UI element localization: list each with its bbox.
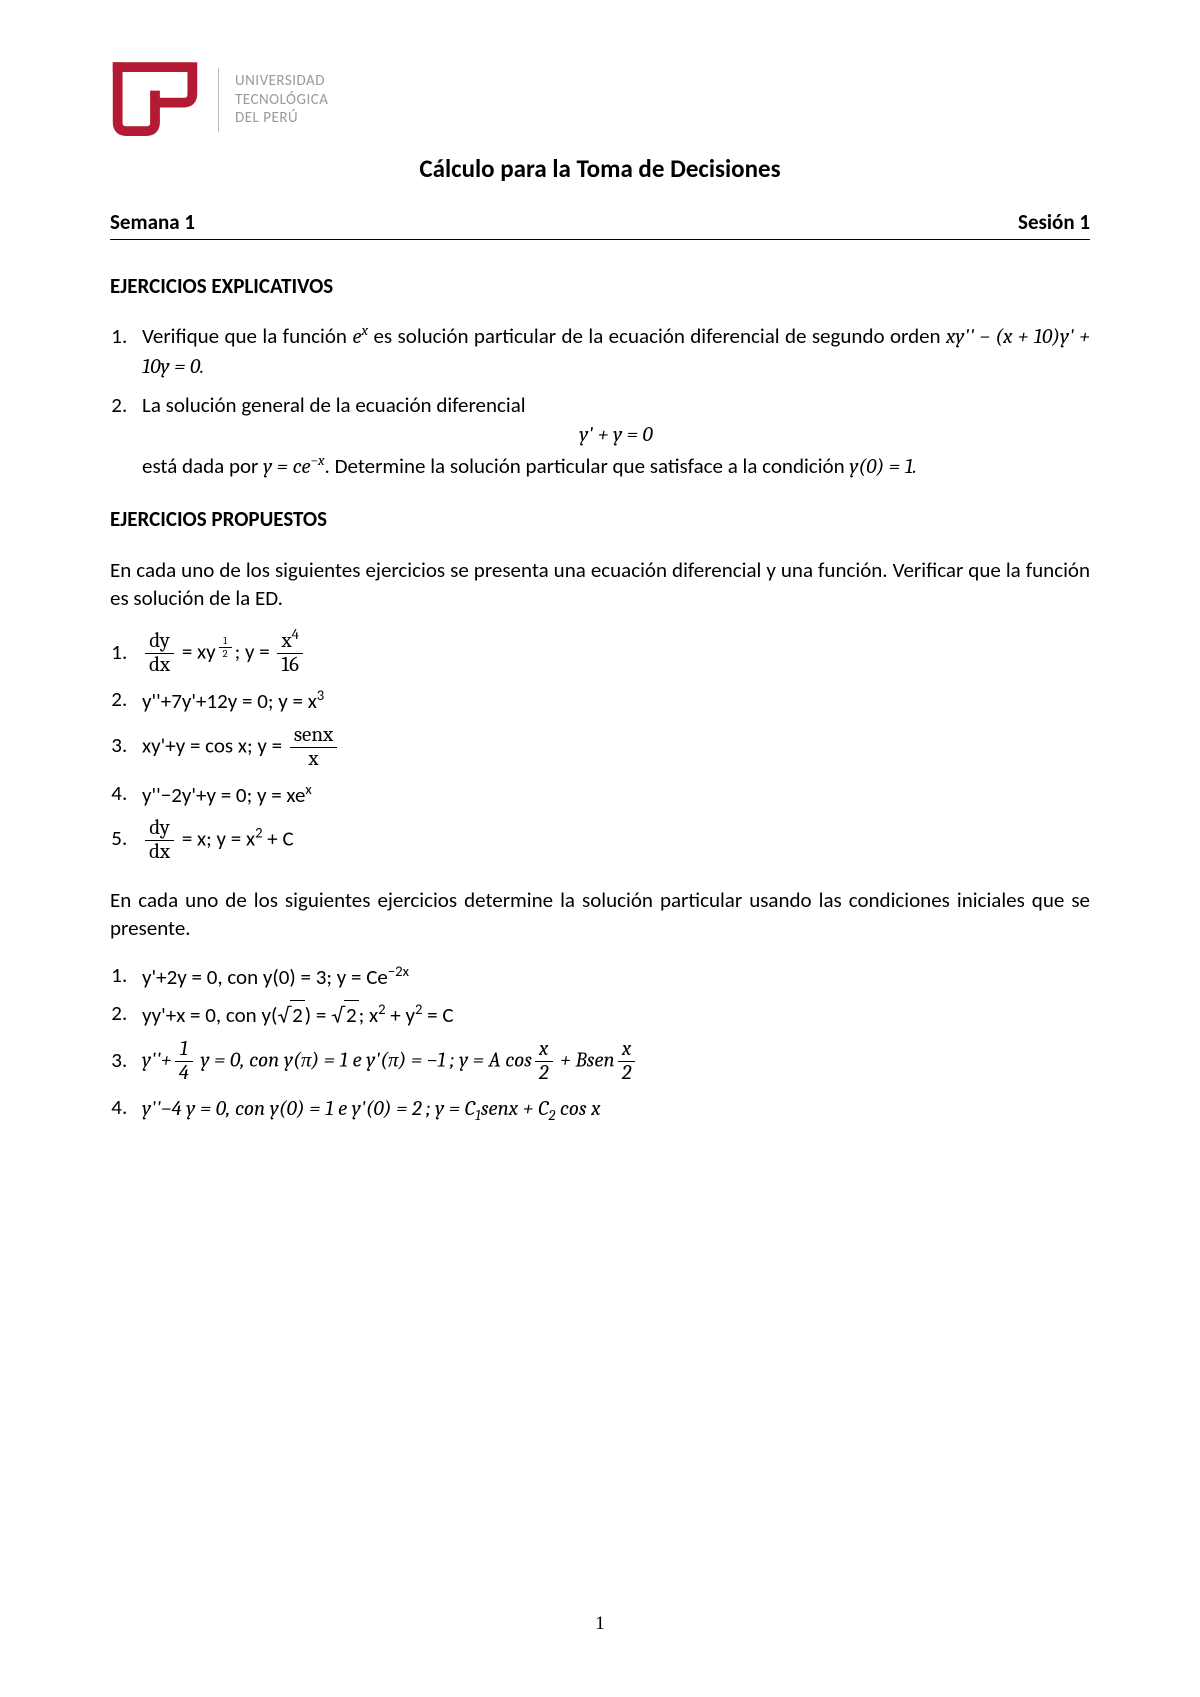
pb4-e: e: [338, 1097, 347, 1121]
pb2-r1: 2: [290, 1000, 305, 1029]
explicativos-list: Verifique que la función ex es solución …: [110, 322, 1090, 481]
university-line-2: TECNOLÓGICA: [235, 91, 328, 110]
propuestos-list-b: y'+2y = 0, con y(0) = 3; y = Ce−2x yy'+x…: [110, 961, 1090, 1124]
exp2-l2b: . Determine la solución particular que s…: [325, 453, 850, 479]
pb2-b: ) =: [305, 1002, 331, 1028]
pb4-con: con: [235, 1097, 265, 1121]
pb4-end: cos x: [555, 1097, 600, 1121]
pb3-c: y(π) = 1: [279, 1049, 352, 1073]
propB-3: y''+14 y = 0, con y(π) = 1 e y'(π) = −1 …: [132, 1038, 1090, 1085]
exp1-mid: es solución particular de la ecuación di…: [368, 323, 946, 349]
pa1-xne: 4: [292, 626, 299, 643]
pb2-c: ; x: [359, 1002, 378, 1028]
section-explicativos-heading: EJERCICIOS EXPLICATIVOS: [110, 272, 1090, 300]
pa1-den: dx: [145, 654, 174, 677]
propB-2: yy'+x = 0, con y(2) = 2; x2 + y2 = C: [132, 999, 1090, 1030]
pb2-d: + y: [386, 1002, 415, 1028]
pa3-num: senx: [290, 724, 337, 748]
header-logo-row: UNIVERSIDAD TECNOLÓGICA DEL PERÚ: [110, 60, 1090, 140]
week-session-row: Semana 1 Sesión 1: [110, 208, 1090, 240]
pb3-num: 1: [175, 1038, 193, 1062]
pa3-den: x: [290, 748, 337, 771]
pb3-f2n: x: [618, 1038, 636, 1062]
pa5-d: + C: [263, 825, 294, 851]
pb3-d: y'(π) = −1 ; y = A cos: [362, 1049, 532, 1073]
pb3-plus: + Bsen: [556, 1049, 615, 1073]
pa5-exp: 2: [255, 823, 262, 841]
propuestos-b-intro: En cada uno de los siguientes ejercicios…: [110, 886, 1090, 943]
pb1-exp: −2x: [388, 962, 409, 980]
propuestos-list-a: dydx = xy12; y = x416 y''+7y'+12y = 0; y…: [110, 630, 1090, 864]
propB-1: y'+2y = 0, con y(0) = 3; y = Ce−2x: [132, 961, 1090, 991]
pa2-eq: y''+7y'+12y = 0; y = x: [142, 688, 317, 714]
pa1-num: dy: [145, 630, 174, 654]
exp1-fn: ex: [352, 325, 368, 349]
propA-4: y''−2y'+y = 0; y = xex: [132, 779, 1090, 809]
exp2-yce: y = ce−x: [263, 455, 324, 479]
university-line-3: DEL PERÚ: [235, 109, 328, 128]
pa1-eb: 2: [219, 648, 232, 660]
pa1-xn: x: [282, 629, 292, 653]
pb4-a: y''−4 y = 0,: [142, 1097, 235, 1121]
pa1-c: = xy: [177, 639, 216, 665]
university-line-1: UNIVERSIDAD: [235, 72, 328, 91]
pa2-exp: 3: [317, 686, 324, 704]
session-label: Sesión 1: [1018, 208, 1090, 236]
pb3-den: 4: [175, 1062, 193, 1085]
propA-2: y''+7y'+12y = 0; y = x3: [132, 685, 1090, 715]
exp2-l2a: está dada por: [142, 453, 263, 479]
university-name: UNIVERSIDAD TECNOLÓGICA DEL PERÚ: [218, 68, 328, 132]
pa4-exp: x: [305, 780, 311, 798]
exp2-l1: La solución general de la ecuación difer…: [142, 392, 526, 418]
page-number: 1: [595, 1611, 605, 1637]
pb3-f2d: 2: [618, 1062, 636, 1085]
exp2-center-eq: y' + y = 0: [142, 421, 1090, 449]
pb3-a: y''+: [142, 1049, 172, 1073]
pb2-r2: 2: [344, 1000, 359, 1029]
pb3-f1d: 2: [535, 1062, 553, 1085]
pa5-b: dx: [145, 841, 174, 864]
week-label: Semana 1: [110, 208, 195, 236]
pb2-e1: 2: [378, 1000, 385, 1018]
explicativos-item-1: Verifique que la función ex es solución …: [132, 322, 1090, 381]
exp1-pre: Verifique que la función: [142, 323, 352, 349]
propA-3: xy'+y = cos x; y = senxx: [132, 724, 1090, 771]
pb3-e: e: [352, 1049, 361, 1073]
logo-mark: [110, 60, 200, 140]
pb2-e: = C: [422, 1002, 453, 1028]
pb1-eq: y'+2y = 0, con y(0) = 3; y = Ce: [142, 964, 388, 990]
pb4-mid: senx + C: [481, 1097, 549, 1121]
pa5-a: dy: [145, 817, 174, 841]
pa3-a: xy'+y = cos x; y =: [142, 732, 287, 758]
propuestos-intro: En cada uno de los siguientes ejercicios…: [110, 556, 1090, 613]
course-title: Cálculo para la Toma de Decisiones: [110, 152, 1090, 186]
section-propuestos-heading: EJERCICIOS PROPUESTOS: [110, 505, 1090, 533]
propA-1: dydx = xy12; y = x416: [132, 630, 1090, 677]
pb3-f1n: x: [535, 1038, 553, 1062]
pa1-d: ; y =: [235, 639, 275, 665]
pb4-b: y(0) = 1: [265, 1097, 338, 1121]
pb3-b: y = 0,: [196, 1049, 249, 1073]
pa1-et: 1: [219, 635, 232, 648]
pa4-eq: y''−2y'+y = 0; y = xe: [142, 782, 305, 808]
pb3-con: con: [249, 1049, 279, 1073]
pa1-xd: 16: [277, 654, 302, 677]
pb4-c: y'(0) = 2 ; y = C: [347, 1097, 475, 1121]
propB-4: y''−4 y = 0, con y(0) = 1 e y'(0) = 2 ; …: [132, 1093, 1090, 1123]
exp2-cond: y(0) = 1.: [849, 455, 916, 479]
propA-5: dydx = x; y = x2 + C: [132, 817, 1090, 864]
explicativos-item-2: La solución general de la ecuación difer…: [132, 391, 1090, 481]
pa5-c: = x; y = x: [177, 825, 255, 851]
pb2-a: yy'+x = 0, con y(: [142, 1002, 277, 1028]
